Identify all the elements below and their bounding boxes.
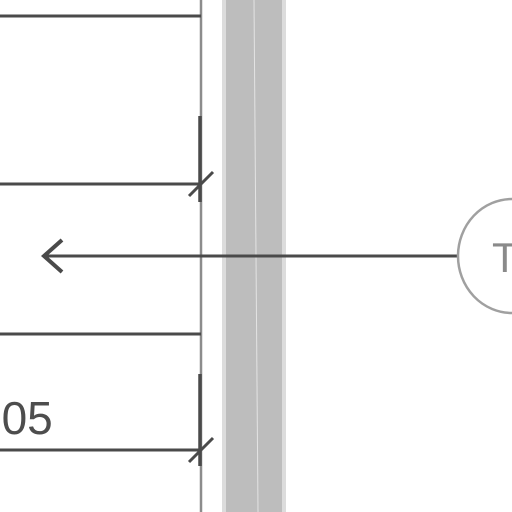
dimension-label: 505 [0,392,53,444]
dimension-tick-lower [187,436,215,464]
arrow-head-icon [40,238,64,274]
tag-label: T [492,234,512,281]
dimension-tick-upper [187,170,215,198]
tag-bubble [456,197,512,315]
